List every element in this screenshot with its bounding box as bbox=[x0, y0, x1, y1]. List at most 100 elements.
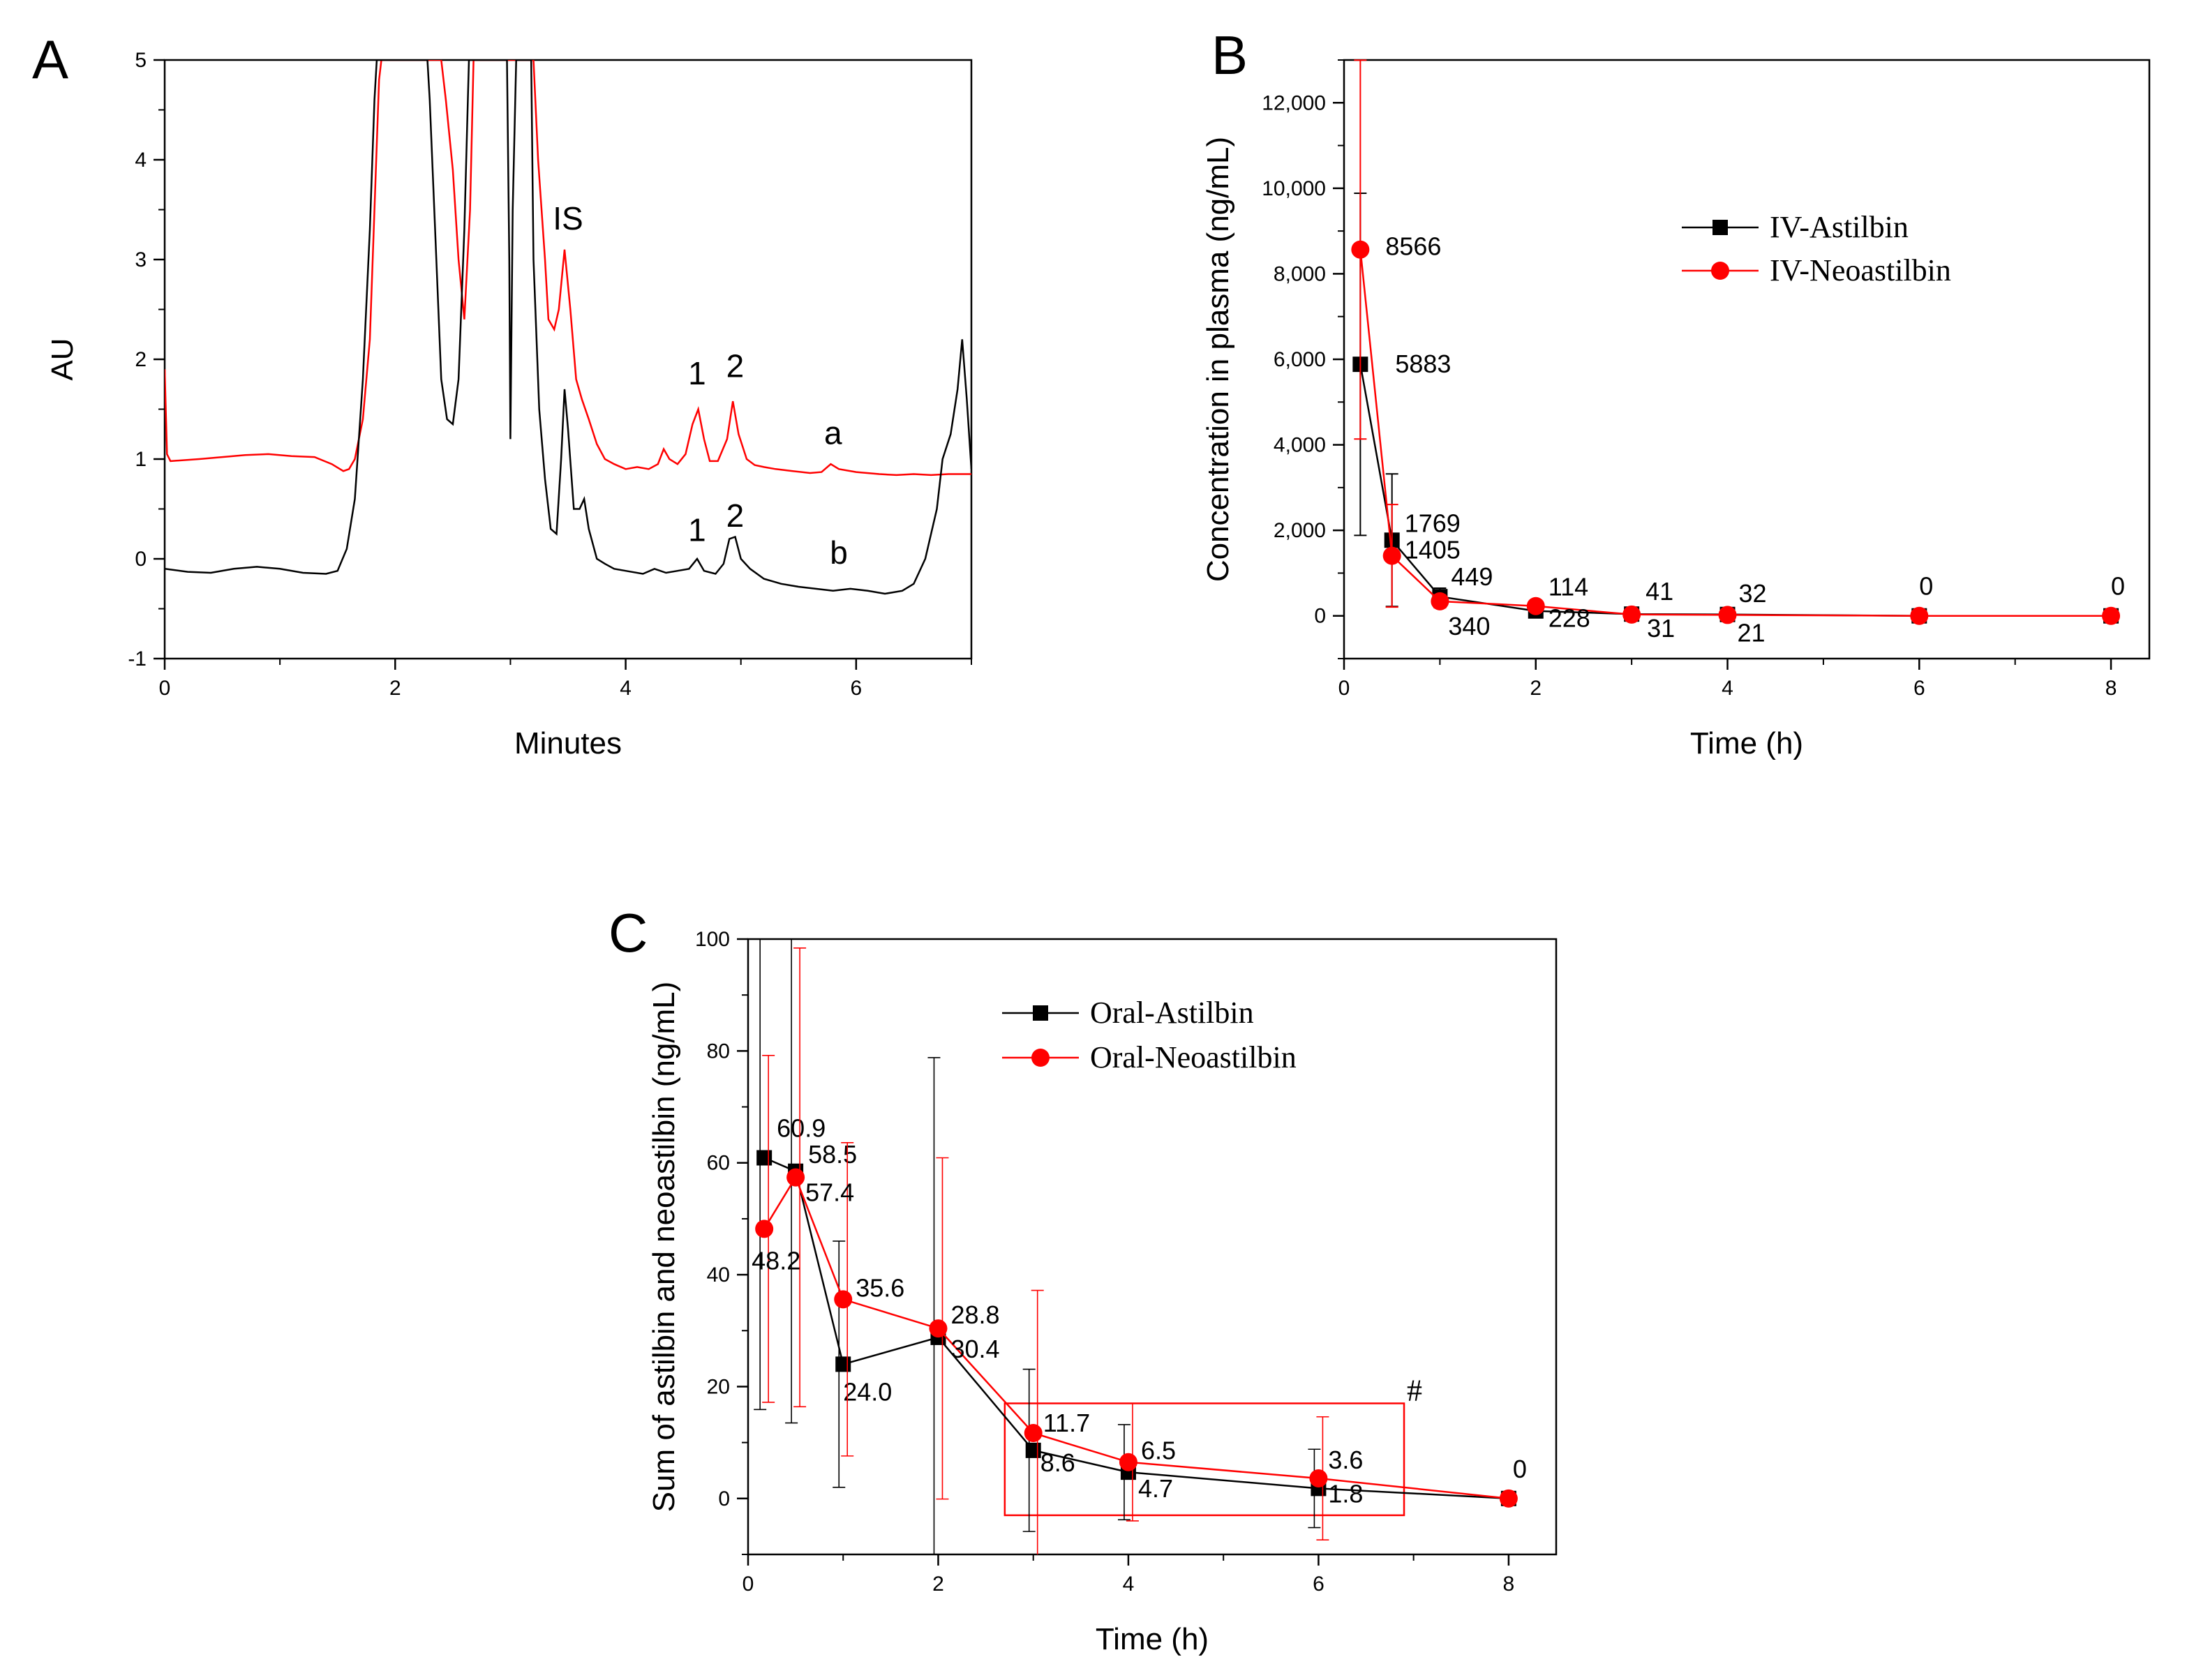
data-label: 31 bbox=[1647, 614, 1675, 643]
x-tick-label-b: 0 bbox=[1338, 677, 1350, 700]
x-tick-label-a: 0 bbox=[159, 677, 171, 700]
x-tick-label-b: 6 bbox=[1913, 677, 1925, 700]
data-point-oral-neoastilbin bbox=[1499, 1489, 1518, 1508]
data-point-iv-neoastilbin bbox=[2102, 606, 2121, 625]
legend-label: IV-Astilbin bbox=[1770, 210, 1909, 244]
data-label: 340 bbox=[1448, 612, 1490, 640]
legend-label: Oral-Neoastilbin bbox=[1090, 1040, 1297, 1074]
data-label: 0 bbox=[1919, 572, 1933, 601]
chromatogram-trace-b bbox=[165, 60, 971, 595]
data-label: 28.8 bbox=[950, 1300, 999, 1329]
data-label: 449 bbox=[1451, 562, 1493, 591]
data-label: 11.7 bbox=[1043, 1409, 1090, 1437]
x-tick-label-c: 6 bbox=[1313, 1573, 1324, 1596]
x-tick-label-b: 8 bbox=[2105, 677, 2117, 700]
data-point-oral-neoastilbin bbox=[1119, 1453, 1137, 1471]
y-tick-label-a: 2 bbox=[135, 348, 147, 371]
legend-marker bbox=[1712, 220, 1728, 235]
legend-marker bbox=[1033, 1005, 1048, 1021]
y-tick-label-a: 1 bbox=[135, 448, 147, 471]
peak-label: a bbox=[824, 415, 842, 451]
y-tick-label-c: 60 bbox=[707, 1152, 730, 1175]
legend-marker bbox=[1711, 262, 1729, 280]
y-tick-label-b: 8,000 bbox=[1274, 262, 1326, 285]
data-label: 5883 bbox=[1395, 350, 1451, 378]
peak-label: b bbox=[830, 534, 848, 571]
data-label: 24.0 bbox=[843, 1377, 892, 1406]
data-label: 30.4 bbox=[950, 1335, 999, 1363]
data-point-oral-astilbin bbox=[756, 1150, 773, 1166]
x-tick-label-b: 4 bbox=[1722, 677, 1733, 700]
data-point-oral-neoastilbin bbox=[786, 1168, 805, 1187]
data-point-oral-neoastilbin bbox=[755, 1220, 774, 1238]
panel-b: B 0 2 4 6 8 0 2,000 4,000 6,000 8,000 10,000 12,000 T… bbox=[1201, 24, 2151, 760]
peak-label: 2 bbox=[726, 497, 745, 534]
y-tick-label-b: 10,000 bbox=[1262, 177, 1326, 200]
x-axis-label-c: Time (h) bbox=[1096, 1622, 1209, 1656]
x-tick-label-a: 4 bbox=[620, 677, 632, 700]
y-tick-label-b: 6,000 bbox=[1274, 348, 1326, 371]
data-label: 1.8 bbox=[1328, 1479, 1363, 1508]
y-tick-label-a: 3 bbox=[135, 248, 147, 271]
data-label: 21 bbox=[1738, 618, 1766, 647]
data-label: 3.6 bbox=[1328, 1446, 1363, 1474]
highlight-box bbox=[1003, 1402, 1405, 1517]
data-label: 60.9 bbox=[777, 1114, 826, 1143]
data-label: 6.5 bbox=[1141, 1437, 1176, 1465]
legend-marker bbox=[1031, 1049, 1050, 1067]
chromatogram-trace-a bbox=[165, 60, 971, 477]
peak-label: 1 bbox=[688, 511, 706, 548]
series-line-oral-neoastilbin bbox=[763, 1175, 1509, 1500]
data-point-oral-astilbin bbox=[835, 1356, 851, 1372]
y-tick-label-a: 4 bbox=[135, 149, 147, 172]
data-point-iv-neoastilbin bbox=[1382, 546, 1401, 565]
x-tick-label-c: 0 bbox=[742, 1573, 754, 1596]
y-tick-label-c: 20 bbox=[707, 1375, 730, 1398]
data-point-iv-neoastilbin bbox=[1622, 605, 1641, 624]
data-point-iv-neoastilbin bbox=[1526, 597, 1545, 615]
series-line-iv-neoastilbin bbox=[1359, 249, 2111, 617]
peak-label: 2 bbox=[726, 348, 745, 384]
data-label: 1405 bbox=[1405, 536, 1461, 564]
data-label: 0 bbox=[1513, 1455, 1527, 1483]
y-tick-label-c: 80 bbox=[707, 1040, 730, 1063]
y-tick-label-c: 100 bbox=[695, 928, 730, 951]
x-axis-label-b: Time (h) bbox=[1690, 726, 1803, 760]
peak-label: 1 bbox=[688, 355, 706, 391]
data-label: 1769 bbox=[1405, 509, 1461, 537]
panel-letter-b: B bbox=[1211, 24, 1248, 86]
data-label: 35.6 bbox=[856, 1273, 904, 1302]
plot-frame-c bbox=[747, 938, 1558, 1556]
data-label: 0 bbox=[2111, 572, 2125, 601]
x-tick-label-b: 2 bbox=[1530, 677, 1542, 700]
y-axis-label-a: AU bbox=[45, 338, 80, 380]
data-label: 48.2 bbox=[752, 1246, 800, 1275]
legend-label: Oral-Astilbin bbox=[1090, 996, 1254, 1030]
data-label: 8.6 bbox=[1040, 1448, 1075, 1477]
y-tick-label-b: 12,000 bbox=[1262, 91, 1326, 114]
x-tick-label-a: 6 bbox=[851, 677, 863, 700]
y-tick-label-b: 4,000 bbox=[1274, 434, 1326, 457]
data-label: 8566 bbox=[1385, 232, 1441, 261]
x-tick-label-c: 4 bbox=[1123, 1573, 1135, 1596]
data-point-iv-neoastilbin bbox=[1910, 606, 1929, 625]
y-tick-label-a: 5 bbox=[135, 49, 147, 72]
plot-frame-a bbox=[163, 59, 973, 660]
significance-marker: # bbox=[1407, 1374, 1422, 1408]
y-tick-label-a: 0 bbox=[135, 548, 147, 571]
data-label: 41 bbox=[1646, 577, 1673, 606]
panel-letter-c: C bbox=[609, 902, 648, 963]
x-axis-label-a: Minutes bbox=[514, 726, 622, 760]
x-tick-label-c: 2 bbox=[932, 1573, 944, 1596]
data-point-iv-neoastilbin bbox=[1431, 592, 1449, 610]
y-tick-label-c: 0 bbox=[718, 1487, 730, 1510]
data-label: 114 bbox=[1549, 573, 1588, 601]
y-axis-label-c: Sum of astilbin and neoastilbin (ng/mL) bbox=[647, 982, 681, 1513]
y-axis-label-b: Concentration in plasma (ng/mL) bbox=[1201, 137, 1235, 582]
y-tick-label-b: 2,000 bbox=[1274, 519, 1326, 542]
x-tick-label-c: 8 bbox=[1503, 1573, 1515, 1596]
legend-label: IV-Neoastilbin bbox=[1770, 253, 1951, 287]
